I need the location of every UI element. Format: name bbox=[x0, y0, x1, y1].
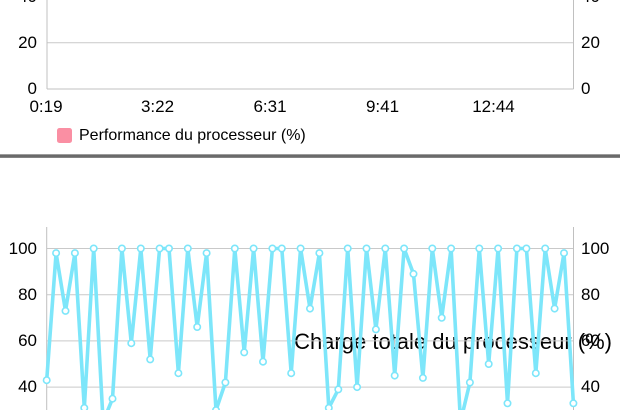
data-point-marker bbox=[193, 323, 202, 332]
y-tick-label: 100 bbox=[581, 238, 610, 258]
data-point-marker bbox=[343, 244, 352, 253]
y-tick-label: 20 bbox=[18, 32, 37, 52]
data-point-marker bbox=[108, 394, 117, 403]
data-point-marker bbox=[475, 244, 484, 253]
data-point-marker bbox=[221, 378, 230, 387]
data-point-marker bbox=[437, 313, 446, 322]
data-point-marker bbox=[465, 378, 474, 387]
data-point-marker bbox=[390, 371, 399, 380]
data-point-marker bbox=[230, 244, 239, 253]
data-point-marker bbox=[305, 304, 314, 313]
data-point-marker bbox=[212, 406, 220, 410]
cpu-load-chart: Charge totale du processeur (%) bbox=[0, 155, 620, 410]
data-point-marker bbox=[371, 325, 380, 334]
data-point-marker bbox=[240, 348, 249, 357]
data-point-marker bbox=[324, 403, 333, 410]
data-point-marker bbox=[146, 355, 155, 364]
data-point-marker bbox=[42, 376, 51, 385]
data-point-marker bbox=[52, 249, 61, 258]
data-point-marker bbox=[183, 244, 192, 253]
data-point-marker bbox=[353, 383, 362, 392]
legend-label: Performance du processeur (%) bbox=[79, 127, 306, 144]
data-point-marker bbox=[447, 244, 456, 253]
data-point-marker bbox=[550, 304, 559, 313]
data-point-marker bbox=[70, 249, 79, 258]
y-tick-label: 0 bbox=[581, 79, 591, 98]
y-tick-label: 100 bbox=[8, 238, 37, 258]
data-point-marker bbox=[61, 306, 70, 315]
data-point-marker bbox=[409, 269, 418, 278]
data-point-marker bbox=[165, 244, 174, 253]
performance-legend-swatch-icon bbox=[57, 128, 72, 143]
data-point-marker bbox=[559, 249, 568, 258]
data-point-marker bbox=[277, 244, 286, 253]
data-point-marker bbox=[258, 357, 267, 366]
data-point-marker bbox=[249, 244, 258, 253]
cpu-performance-chart: 40 40 20 20 0 0 0:19 3:22 6:31 9:41 12:44 Perform… bbox=[0, 0, 620, 155]
data-point-marker bbox=[315, 249, 324, 258]
data-point-marker bbox=[381, 244, 390, 253]
data-point-marker bbox=[531, 369, 540, 378]
x-tick-label: 6:31 bbox=[253, 97, 287, 116]
data-point-marker bbox=[484, 360, 493, 369]
data-point-marker bbox=[503, 399, 512, 408]
data-point-marker bbox=[202, 249, 211, 258]
cpu-performance-plot-area bbox=[46, 0, 574, 90]
y-tick-label: 80 bbox=[581, 284, 600, 304]
data-point-marker bbox=[522, 244, 531, 253]
y-tick-label: 60 bbox=[18, 330, 37, 350]
data-point-marker bbox=[418, 373, 427, 382]
data-point-marker bbox=[287, 369, 296, 378]
cpu-load-plot-area bbox=[42, 227, 578, 410]
chart-title: Charge totale du processeur (%) bbox=[294, 329, 612, 354]
x-tick-label: 3:22 bbox=[140, 97, 175, 116]
data-point-marker bbox=[541, 244, 550, 253]
y-tick-label: 40 bbox=[18, 377, 37, 397]
y-tick-label: 20 bbox=[581, 32, 600, 52]
legend: Performance du processeur (%) bbox=[57, 127, 306, 144]
y-tick-label: 40 bbox=[581, 0, 617, 7]
x-tick-label: 12:44 bbox=[472, 97, 515, 116]
data-point-marker bbox=[89, 244, 98, 253]
cpu-load-line bbox=[44, 246, 576, 410]
data-point-marker bbox=[174, 369, 183, 378]
data-point-marker bbox=[512, 244, 521, 253]
data-point-marker bbox=[155, 244, 164, 253]
section-divider bbox=[0, 154, 620, 158]
y-tick-label: 0 bbox=[27, 79, 37, 98]
x-tick-label: 9:41 bbox=[365, 97, 400, 116]
data-point-marker bbox=[296, 244, 305, 253]
data-point-marker bbox=[494, 244, 503, 253]
y-tick-label: 40 bbox=[1, 0, 37, 7]
y-tick-label: 40 bbox=[581, 377, 600, 397]
y-tick-label: 80 bbox=[18, 284, 37, 304]
data-point-marker bbox=[268, 244, 277, 253]
data-point-marker bbox=[127, 339, 136, 348]
data-point-marker bbox=[117, 244, 126, 253]
y-tick-label: 60 bbox=[581, 330, 600, 350]
data-point-marker bbox=[428, 244, 437, 253]
data-point-marker bbox=[80, 403, 89, 410]
data-point-marker bbox=[400, 244, 409, 253]
x-tick-label: 0:19 bbox=[29, 97, 63, 116]
data-point-marker bbox=[136, 244, 145, 253]
data-point-marker bbox=[362, 244, 371, 253]
data-point-marker bbox=[569, 399, 578, 408]
data-point-marker bbox=[334, 385, 343, 394]
